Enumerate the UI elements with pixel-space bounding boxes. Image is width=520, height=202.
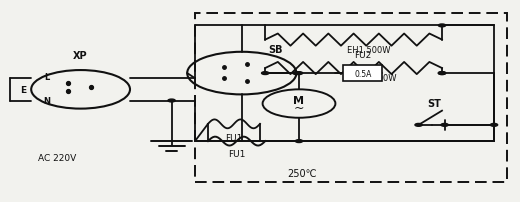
Circle shape — [168, 100, 175, 102]
Text: 250℃: 250℃ — [287, 168, 316, 178]
Circle shape — [415, 124, 422, 127]
Text: E: E — [20, 85, 27, 94]
Text: 0.5A: 0.5A — [354, 69, 371, 78]
Text: FU1: FU1 — [225, 133, 243, 142]
Text: N: N — [43, 97, 50, 105]
Text: ST: ST — [427, 98, 441, 108]
Circle shape — [438, 72, 446, 75]
Circle shape — [438, 72, 446, 75]
Text: XP: XP — [73, 50, 88, 61]
Text: FU2: FU2 — [354, 50, 371, 59]
Text: SB: SB — [268, 45, 283, 55]
Text: L: L — [44, 72, 49, 81]
Circle shape — [262, 72, 269, 75]
Circle shape — [490, 124, 498, 127]
Circle shape — [438, 25, 446, 28]
Circle shape — [295, 140, 303, 143]
Text: M: M — [293, 96, 305, 106]
Text: AC 220V: AC 220V — [38, 153, 76, 162]
Text: FU1: FU1 — [228, 150, 245, 159]
Text: EH1 500W: EH1 500W — [347, 46, 391, 55]
Text: ~: ~ — [294, 101, 304, 114]
Bar — [343, 66, 382, 81]
Circle shape — [295, 72, 303, 75]
Circle shape — [441, 124, 448, 127]
Circle shape — [293, 72, 300, 75]
Text: EH2 500W: EH2 500W — [353, 74, 396, 83]
